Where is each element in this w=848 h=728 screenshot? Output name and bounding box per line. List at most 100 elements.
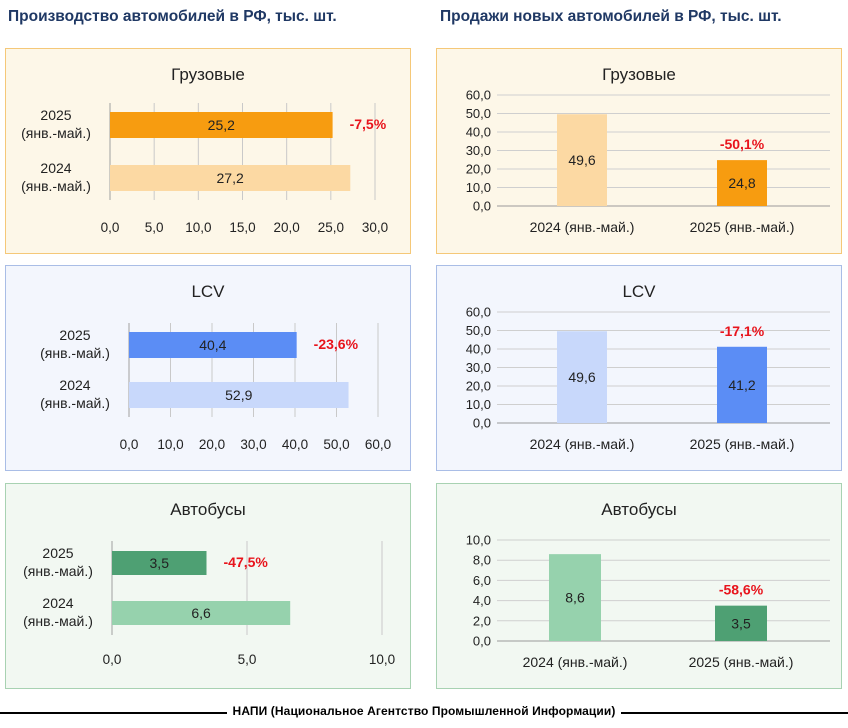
production-buses-panel: Автобусы 0,0 5,0 10,0 3,5 2025 (янв.-май.) 6,6… — [5, 483, 411, 689]
x-tick-label: 0,0 — [103, 652, 122, 667]
y-tick-label: 50,0 — [466, 323, 491, 338]
sales-trucks-panel: Грузовые 0,0 10,0 20,0 30,0 40,0 50,0 60,0 49,6… — [436, 48, 842, 254]
bar-value-label: 25,2 — [208, 117, 235, 133]
sales-buses-panel: Автобусы 0,0 2,0 4,0 6,0 8,0 10,0 8,6 2024 (янв… — [436, 483, 842, 689]
production-header: Производство автомобилей в РФ, тыс. шт. — [8, 8, 337, 25]
category-label: (янв.-май.) — [23, 613, 93, 629]
bar — [557, 331, 607, 423]
x-tick-label: 25,0 — [318, 220, 344, 235]
category-label: 2025 — [42, 545, 73, 561]
production-lcv-panel: LCV 0,0 10,0 20,0 30,0 40,0 50,0 60,0 40,4 2025 (… — [5, 265, 411, 471]
category-label: 2025 (янв.-май.) — [690, 219, 795, 235]
change-percent-label: -47,5% — [224, 554, 269, 570]
bar-value-label: 27,2 — [217, 170, 244, 186]
bar-value-label: 49,6 — [568, 152, 595, 168]
chart-title: Автобусы — [601, 500, 677, 519]
bar-value-label: 8,6 — [565, 590, 585, 606]
bar-value-label: 3,5 — [731, 615, 751, 631]
chart-title: Грузовые — [171, 65, 245, 84]
x-tick-label: 10,0 — [369, 652, 395, 667]
chart-plot: 0,0 2,0 4,0 6,0 8,0 10,0 8,6 2024 (янв.-май.) 3,… — [466, 533, 830, 670]
bar-value-label: 41,2 — [728, 377, 755, 393]
x-tick-label: 10,0 — [157, 437, 183, 452]
chart-title: LCV — [191, 282, 225, 301]
bar — [110, 112, 333, 138]
category-label: 2025 (янв.-май.) — [690, 436, 795, 452]
bar — [112, 551, 207, 575]
category-label: (янв.-май.) — [23, 563, 93, 579]
x-tick-label: 10,0 — [185, 220, 211, 235]
chart-title: Автобусы — [170, 500, 246, 519]
y-tick-label: 0,0 — [473, 634, 491, 649]
x-tick-label: 40,0 — [282, 437, 308, 452]
x-tick-label: 0,0 — [101, 220, 120, 235]
bar — [549, 554, 601, 641]
category-label: 2025 — [40, 107, 71, 123]
y-tick-label: 30,0 — [466, 143, 491, 158]
y-tick-label: 20,0 — [466, 162, 491, 177]
bar-value-label: 49,6 — [568, 369, 595, 385]
bar-value-label: 24,8 — [728, 175, 755, 191]
category-label: 2025 — [59, 327, 90, 343]
x-tick-label: 50,0 — [323, 437, 349, 452]
category-label: 2024 (янв.-май.) — [530, 219, 635, 235]
y-tick-label: 10,0 — [466, 180, 491, 195]
x-tick-label: 20,0 — [199, 437, 225, 452]
chart-plot: 0,0 5,0 10,0 3,5 2025 (янв.-май.) 6,6 2024 (янв.… — [23, 541, 395, 667]
chart-title: Грузовые — [602, 65, 676, 84]
bar — [715, 605, 767, 641]
y-tick-label: 40,0 — [466, 125, 491, 140]
change-percent-label: -50,1% — [720, 136, 765, 152]
chart-plot: 0,0 10,0 20,0 30,0 40,0 50,0 60,0 49,6 2024 (янв… — [466, 305, 830, 452]
y-tick-label: 30,0 — [466, 360, 491, 375]
chart-plot: 0,0 10,0 20,0 30,0 40,0 50,0 60,0 40,4 2025 (янв.… — [40, 323, 391, 452]
change-percent-label: -23,6% — [314, 336, 359, 352]
category-label: (янв.-май.) — [21, 178, 91, 194]
production-trucks-panel: Грузовые 0,0 5,0 10,0 15,0 20,0 25,0 30,0 25,2 2… — [5, 48, 411, 254]
chart-plot: 0,0 5,0 10,0 15,0 20,0 25,0 30,0 25,2 2025 (янв.-… — [21, 103, 388, 235]
x-tick-label: 30,0 — [362, 220, 388, 235]
bar-value-label: 40,4 — [199, 337, 226, 353]
sales-lcv-panel: LCV 0,0 10,0 20,0 30,0 40,0 50,0 60,0 49,6 2024 … — [436, 265, 842, 471]
x-tick-label: 0,0 — [120, 437, 139, 452]
y-tick-label: 0,0 — [473, 199, 491, 214]
bar-value-label: 3,5 — [150, 555, 170, 571]
bar — [129, 332, 297, 358]
bar — [112, 601, 291, 625]
category-label: (янв.-май.) — [21, 125, 91, 141]
y-tick-label: 10,0 — [466, 533, 491, 548]
x-tick-label: 60,0 — [365, 437, 391, 452]
chart-title: LCV — [622, 282, 656, 301]
x-tick-label: 20,0 — [274, 220, 300, 235]
category-label: (янв.-май.) — [40, 345, 110, 361]
bar — [717, 160, 767, 206]
bar — [557, 114, 607, 206]
y-tick-label: 20,0 — [466, 379, 491, 394]
category-label: 2024 — [40, 160, 71, 176]
category-label: 2024 (янв.-май.) — [530, 436, 635, 452]
bar — [717, 346, 767, 423]
bar-value-label: 6,6 — [191, 605, 211, 621]
x-tick-label: 30,0 — [240, 437, 266, 452]
y-tick-label: 60,0 — [466, 305, 491, 320]
category-label: 2024 — [59, 377, 90, 393]
y-tick-label: 50,0 — [466, 106, 491, 121]
sales-header: Продажи новых автомобилей в РФ, тыс. шт. — [440, 8, 782, 25]
bar — [110, 165, 351, 191]
bar-value-label: 52,9 — [225, 387, 252, 403]
chart-plot: 0,0 10,0 20,0 30,0 40,0 50,0 60,0 49,6 2024 (янв… — [466, 88, 830, 235]
y-tick-label: 8,0 — [473, 553, 491, 568]
y-tick-label: 40,0 — [466, 342, 491, 357]
category-label: 2025 (янв.-май.) — [689, 654, 794, 670]
y-tick-label: 2,0 — [473, 613, 491, 628]
category-label: 2024 — [42, 595, 73, 611]
category-label: (янв.-май.) — [40, 395, 110, 411]
x-tick-label: 15,0 — [229, 220, 255, 235]
x-tick-label: 5,0 — [145, 220, 164, 235]
y-tick-label: 6,0 — [473, 573, 491, 588]
change-percent-label: -58,6% — [719, 582, 764, 598]
change-percent-label: -17,1% — [720, 323, 765, 339]
change-percent-label: -7,5% — [350, 116, 387, 132]
bar — [129, 382, 349, 408]
y-tick-label: 4,0 — [473, 593, 491, 608]
